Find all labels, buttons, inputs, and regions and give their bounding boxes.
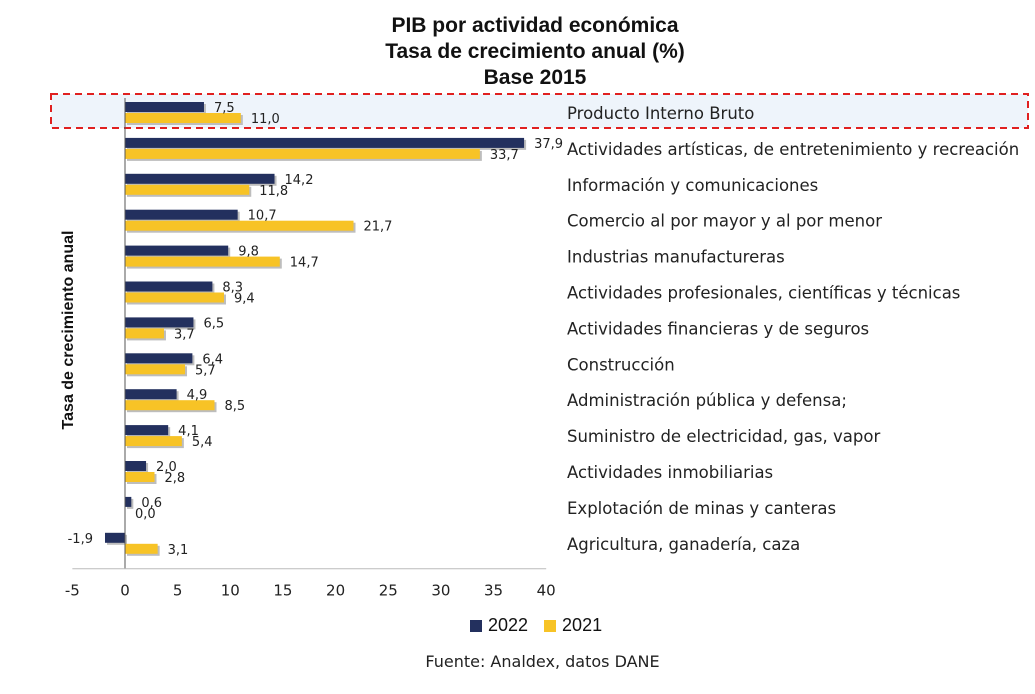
data-label-2022-12: -1,9 — [68, 532, 93, 547]
category-label-1: Actividades artísticas, de entretenimien… — [567, 140, 1019, 159]
category-label-7: Construcción — [567, 355, 675, 374]
category-label-10: Actividades inmobiliarias — [567, 463, 773, 482]
data-label-2022-0: 7,5 — [214, 101, 235, 116]
category-label-12: Agricultura, ganadería, caza — [567, 535, 800, 554]
data-label-2021-4: 14,7 — [290, 256, 319, 271]
x-tick-label: 30 — [431, 582, 450, 600]
chart-title-line-2: Tasa de crecimiento anual (%) — [385, 40, 685, 63]
data-label-2022-3: 10,7 — [248, 209, 277, 224]
bar-2022-10 — [125, 461, 147, 471]
legend-label-2022: 2022 — [488, 615, 529, 635]
category-label-5: Actividades profesionales, científicas y… — [567, 284, 960, 303]
data-label-2022-8: 4,9 — [187, 388, 208, 403]
data-label-2022-4: 9,8 — [238, 245, 259, 260]
x-tick-label: 5 — [173, 582, 183, 600]
bar-2021-6 — [125, 328, 164, 339]
data-label-2022-10: 2,0 — [156, 460, 177, 475]
x-tick-label: -5 — [65, 582, 80, 600]
data-label-2021-6: 3,7 — [174, 327, 195, 342]
bar-2021-0 — [125, 113, 241, 123]
data-label-2022-6: 6,5 — [203, 316, 224, 331]
x-tick-label: 25 — [379, 582, 398, 600]
legend-item-2021: 2021 — [544, 615, 602, 636]
data-label-2021-9: 5,4 — [192, 435, 213, 450]
data-label-2022-5: 8,3 — [222, 281, 243, 296]
bar-2021-3 — [125, 220, 354, 231]
data-label-2021-5: 9,4 — [234, 292, 255, 307]
x-tick-label: 0 — [120, 582, 130, 600]
bar-2022-0 — [125, 102, 204, 112]
chart-title-line-1: PIB por actividad económica — [391, 14, 679, 37]
bar-2021-7 — [125, 364, 186, 375]
legend-label-2021: 2021 — [562, 615, 603, 635]
data-label-2022-11: 0,6 — [141, 496, 162, 511]
y-axis-label: Tasa de crecimiento anual — [60, 231, 77, 430]
bar-2021-2 — [125, 184, 250, 195]
data-label-2021-3: 21,7 — [364, 220, 393, 235]
bar-2021-10 — [125, 472, 155, 482]
data-label-2022-7: 6,4 — [202, 352, 223, 367]
x-tick-label: 40 — [537, 582, 556, 600]
data-label-2021-2: 11,8 — [259, 184, 288, 199]
data-label-2022-2: 14,2 — [285, 173, 314, 188]
bar-2022-5 — [125, 281, 213, 292]
category-label-9: Suministro de electricidad, gas, vapor — [567, 427, 880, 446]
x-tick-label: 10 — [221, 582, 240, 600]
bar-2021-1 — [125, 148, 480, 159]
bar-2022-11 — [125, 496, 132, 507]
bar-2022-1 — [125, 137, 525, 148]
bar-2022-12 — [104, 532, 125, 543]
x-tick-label: 15 — [273, 582, 292, 600]
legend: 2022 2021 — [470, 615, 612, 636]
category-label-8: Administración pública y defensa; — [567, 391, 847, 410]
bar-2022-4 — [125, 245, 229, 256]
data-label-2021-12: 3,1 — [168, 543, 189, 558]
category-label-2: Información y comunicaciones — [567, 176, 818, 195]
bar-2022-9 — [125, 425, 169, 436]
bar-2022-7 — [125, 353, 193, 364]
category-label-4: Industrias manufactureras — [567, 248, 785, 267]
bar-2021-9 — [125, 436, 182, 447]
category-label-6: Actividades financieras y de seguros — [567, 319, 869, 338]
legend-item-2022: 2022 — [470, 615, 528, 636]
data-label-2021-11: 0,0 — [135, 507, 156, 522]
chart-title-line-3: Base 2015 — [483, 66, 587, 89]
data-label-2021-0: 11,0 — [251, 112, 280, 127]
bar-2022-8 — [125, 389, 177, 400]
source-note: Fuente: Analdex, datos DANE — [425, 652, 660, 671]
legend-swatch-2022 — [470, 619, 482, 632]
data-label-2022-9: 4,1 — [178, 424, 199, 439]
legend-swatch-2021 — [544, 619, 557, 632]
bar-2021-5 — [125, 292, 224, 303]
bar-2021-8 — [125, 400, 215, 411]
bar-2022-2 — [125, 173, 275, 184]
x-tick-label: 35 — [484, 582, 503, 600]
data-label-2021-7: 5,7 — [195, 363, 216, 378]
category-label-3: Comercio al por mayor y al por menor — [567, 212, 882, 231]
category-label-0: Producto Interno Bruto — [567, 104, 754, 123]
bar-2022-6 — [125, 317, 194, 328]
data-label-2022-1: 37,9 — [534, 137, 563, 152]
data-label-2021-1: 33,7 — [490, 148, 519, 163]
category-label-11: Explotación de minas y canteras — [567, 499, 836, 518]
x-tick-label: 20 — [326, 582, 345, 600]
data-label-2021-8: 8,5 — [225, 399, 246, 414]
bar-2021-12 — [125, 543, 158, 554]
bar-2021-4 — [125, 256, 280, 267]
bar-2022-3 — [125, 209, 238, 220]
data-label-2021-10: 2,8 — [164, 471, 185, 486]
